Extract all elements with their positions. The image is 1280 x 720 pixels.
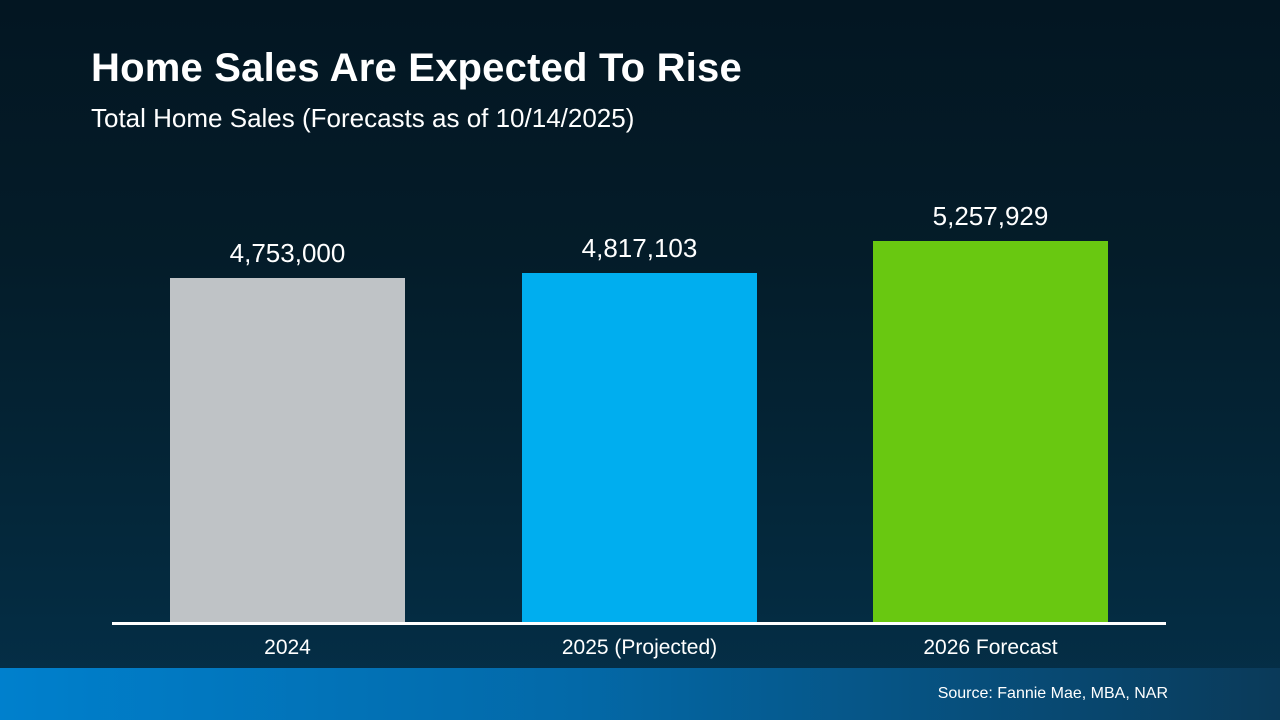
footer-bar: Source: Fannie Mae, MBA, NAR <box>0 668 1280 720</box>
x-axis-line <box>112 622 1166 625</box>
bar-group-2025-projected: 4,817,103 <box>522 233 757 622</box>
x-axis-label-2026-forecast: 2026 Forecast <box>923 636 1058 659</box>
x-axis-label-2025-projected: 2025 (Projected) <box>561 636 718 659</box>
bar-group-2024: 4,753,000 <box>170 238 405 622</box>
page-title: Home Sales Are Expected To Rise <box>91 46 742 90</box>
bar-value-label-2024: 4,753,000 <box>229 238 346 268</box>
bar-2026-forecast <box>873 241 1108 622</box>
page-subtitle: Total Home Sales (Forecasts as of 10/14/… <box>91 103 635 133</box>
bar-value-label-2025-projected: 4,817,103 <box>581 233 698 263</box>
source-text: Source: Fannie Mae, MBA, NAR <box>937 685 1168 702</box>
bar-2024 <box>170 278 405 622</box>
bar-2025-projected <box>522 273 757 622</box>
x-axis-label-2024: 2024 <box>264 636 311 659</box>
bar-group-2026-forecast: 5,257,929 <box>873 201 1108 622</box>
bar-value-label-2026-forecast: 5,257,929 <box>932 201 1049 231</box>
